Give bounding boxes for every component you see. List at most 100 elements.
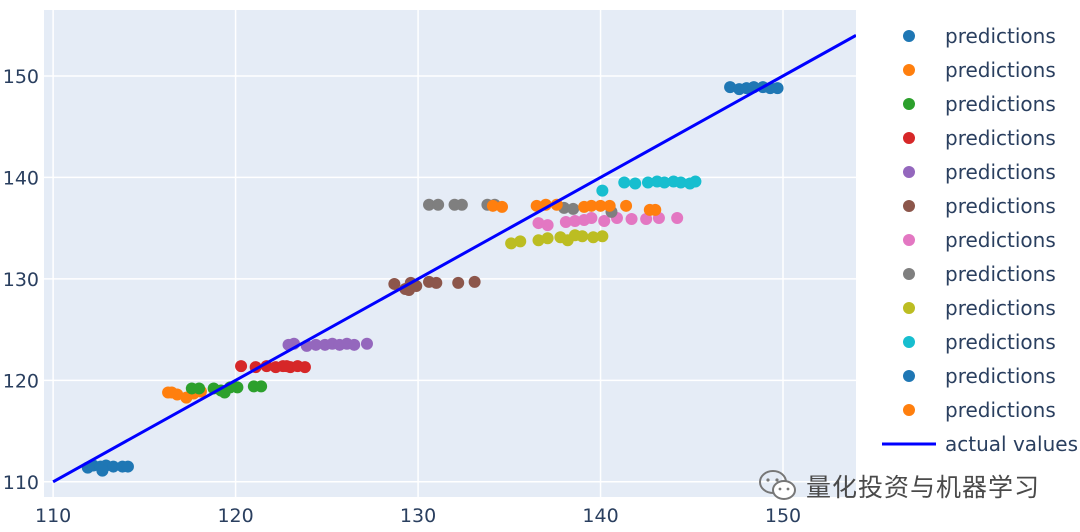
data-point	[568, 215, 581, 228]
data-point	[505, 237, 518, 250]
data-point	[585, 211, 598, 224]
legend-marker	[903, 404, 915, 416]
actual-values-line	[52, 34, 856, 484]
legend-item[interactable]: predictions	[903, 296, 1056, 320]
series-4	[235, 360, 311, 374]
legend-item[interactable]: predictions	[903, 58, 1056, 82]
legend-item[interactable]: predictions	[903, 24, 1056, 48]
data-point	[193, 382, 206, 395]
series-10	[596, 175, 702, 197]
data-point	[596, 230, 609, 243]
data-point	[121, 460, 134, 473]
data-point	[587, 231, 600, 244]
legend-item[interactable]: predictions	[903, 92, 1056, 116]
x-axis-ticks: 110 120 130 140 150	[35, 505, 801, 527]
legend-label: predictions	[945, 262, 1056, 286]
data-point	[532, 217, 545, 230]
legend[interactable]: predictions predictions predictions predict…	[882, 24, 1078, 456]
watermark-text: 量化投资与机器学习	[806, 473, 1041, 502]
legend-label: predictions	[945, 296, 1056, 320]
grid-lines	[44, 10, 856, 497]
data-point	[629, 177, 642, 190]
data-point	[649, 203, 662, 216]
data-point	[432, 198, 445, 211]
data-point	[541, 232, 554, 245]
data-point	[674, 176, 687, 189]
data-point	[298, 361, 311, 374]
data-point	[430, 276, 443, 289]
data-point	[585, 199, 598, 212]
data-point	[468, 275, 481, 288]
plot-area	[44, 10, 856, 497]
legend-label: predictions	[945, 194, 1056, 218]
data-point	[603, 199, 616, 212]
wechat-icon	[759, 470, 796, 500]
data-point	[96, 464, 109, 477]
legend-label: predictions	[945, 126, 1056, 150]
data-point	[771, 82, 784, 95]
legend-item[interactable]: predictions	[903, 126, 1056, 150]
data-point	[594, 199, 607, 212]
data-point	[423, 198, 436, 211]
legend-item[interactable]: predictions	[903, 364, 1056, 388]
legend-item[interactable]: predictions	[903, 330, 1056, 354]
x-tick-label: 110	[35, 505, 71, 527]
data-point	[598, 215, 611, 228]
data-point	[559, 216, 572, 229]
data-point	[107, 460, 120, 473]
series-7	[532, 211, 684, 232]
data-point	[541, 219, 554, 232]
y-tick-label: 150	[3, 66, 39, 88]
data-point	[455, 198, 468, 211]
x-tick-label: 120	[217, 505, 253, 527]
legend-item[interactable]: predictions	[903, 262, 1056, 286]
legend-label: predictions	[945, 24, 1056, 48]
data-point	[625, 213, 638, 226]
data-point	[255, 380, 268, 393]
legend-label: predictions	[945, 398, 1056, 422]
legend-marker	[903, 132, 915, 144]
legend-item[interactable]: predictions	[903, 228, 1056, 252]
legend-marker	[903, 234, 915, 246]
legend-marker	[903, 370, 915, 382]
data-point	[596, 184, 609, 197]
data-point	[231, 381, 244, 394]
data-point	[348, 338, 361, 351]
legend-item[interactable]: predictions	[903, 160, 1056, 184]
legend-label: predictions	[945, 228, 1056, 252]
legend-marker	[903, 64, 915, 76]
legend-marker	[903, 98, 915, 110]
legend-marker	[903, 336, 915, 348]
actual-values-layer	[52, 34, 856, 484]
data-point	[620, 199, 633, 212]
legend-item[interactable]: actual values	[882, 432, 1078, 456]
data-point	[165, 386, 178, 399]
data-point	[618, 176, 631, 189]
data-point	[641, 176, 654, 189]
data-point	[671, 211, 684, 224]
data-point	[388, 277, 401, 290]
legend-marker	[903, 268, 915, 280]
y-tick-label: 110	[3, 472, 39, 494]
legend-label: predictions	[945, 92, 1056, 116]
data-point	[567, 202, 580, 215]
y-tick-label: 120	[3, 370, 39, 392]
legend-label: predictions	[945, 364, 1056, 388]
data-point	[496, 200, 509, 213]
legend-marker	[903, 30, 915, 42]
data-point	[514, 235, 527, 248]
data-point	[486, 199, 499, 212]
series-9	[505, 229, 609, 250]
y-axis-ticks: 110 120 130 140 150	[3, 66, 39, 494]
data-point	[724, 81, 737, 94]
data-point	[360, 337, 373, 350]
watermark: 量化投资与机器学习	[758, 466, 1040, 506]
data-point	[235, 360, 248, 373]
data-point	[689, 175, 702, 188]
legend-item[interactable]: predictions	[903, 194, 1056, 218]
x-tick-label: 140	[582, 505, 618, 527]
legend-label: predictions	[945, 58, 1056, 82]
legend-label: actual values	[945, 432, 1078, 456]
legend-item[interactable]: predictions	[903, 398, 1056, 422]
